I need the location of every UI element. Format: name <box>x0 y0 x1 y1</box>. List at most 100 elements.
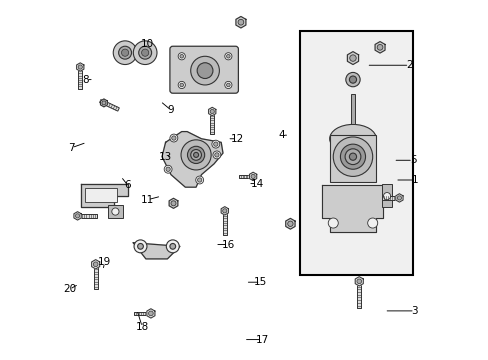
Text: 17: 17 <box>255 334 268 345</box>
Circle shape <box>190 56 219 85</box>
Circle shape <box>102 101 106 105</box>
Circle shape <box>148 311 153 316</box>
Text: 8: 8 <box>82 75 89 85</box>
Polygon shape <box>208 107 215 116</box>
Polygon shape <box>285 219 294 229</box>
Circle shape <box>119 46 131 59</box>
Circle shape <box>164 165 172 173</box>
Circle shape <box>250 174 255 179</box>
Bar <box>329 135 376 182</box>
Text: 9: 9 <box>167 105 174 115</box>
Circle shape <box>212 151 221 159</box>
Circle shape <box>190 149 201 160</box>
Circle shape <box>113 41 137 64</box>
Text: 16: 16 <box>221 239 235 249</box>
Circle shape <box>367 218 377 228</box>
Circle shape <box>238 19 244 25</box>
Text: 18: 18 <box>135 322 149 332</box>
Circle shape <box>224 53 231 60</box>
Polygon shape <box>346 51 358 64</box>
Text: 12: 12 <box>230 134 244 144</box>
Circle shape <box>214 153 219 157</box>
Circle shape <box>169 134 178 142</box>
Circle shape <box>226 54 230 58</box>
Polygon shape <box>169 198 178 208</box>
Bar <box>133 312 151 315</box>
Circle shape <box>142 49 148 56</box>
Circle shape <box>333 137 372 176</box>
Circle shape <box>213 142 218 146</box>
Circle shape <box>181 140 211 170</box>
Circle shape <box>133 41 157 64</box>
Text: 15: 15 <box>253 277 267 287</box>
Circle shape <box>345 72 360 87</box>
Circle shape <box>349 153 356 160</box>
Circle shape <box>222 209 226 213</box>
Circle shape <box>376 44 382 50</box>
Circle shape <box>197 178 202 182</box>
Circle shape <box>137 243 143 249</box>
Text: 13: 13 <box>159 152 172 162</box>
Circle shape <box>78 65 82 69</box>
Bar <box>223 211 226 235</box>
Circle shape <box>171 201 176 206</box>
Bar <box>94 264 98 289</box>
Circle shape <box>166 240 179 253</box>
Circle shape <box>224 81 231 89</box>
Circle shape <box>165 167 170 171</box>
Bar <box>239 175 253 178</box>
Circle shape <box>226 83 230 87</box>
Circle shape <box>193 152 198 157</box>
Polygon shape <box>81 184 128 207</box>
Polygon shape <box>101 99 107 107</box>
Circle shape <box>112 208 119 215</box>
Polygon shape <box>77 63 84 71</box>
Circle shape <box>397 196 401 200</box>
Polygon shape <box>249 172 256 181</box>
Bar <box>300 31 412 275</box>
Bar <box>381 184 392 207</box>
Polygon shape <box>236 17 245 28</box>
Circle shape <box>349 76 356 83</box>
Circle shape <box>169 243 175 249</box>
Circle shape <box>327 218 338 228</box>
Circle shape <box>178 53 185 60</box>
Text: 2: 2 <box>406 60 412 70</box>
Text: 11: 11 <box>141 195 154 205</box>
Polygon shape <box>395 194 402 202</box>
Circle shape <box>340 144 365 169</box>
Circle shape <box>349 55 355 61</box>
Text: 19: 19 <box>98 257 111 267</box>
Circle shape <box>197 63 212 78</box>
Text: 6: 6 <box>124 180 131 190</box>
Bar <box>357 281 361 308</box>
Text: 10: 10 <box>141 39 154 49</box>
Circle shape <box>93 262 98 267</box>
Polygon shape <box>74 212 81 220</box>
Polygon shape <box>133 243 180 259</box>
Circle shape <box>180 54 183 58</box>
Bar <box>382 196 399 200</box>
Text: 7: 7 <box>68 143 75 153</box>
Circle shape <box>345 149 360 165</box>
Bar <box>78 67 82 89</box>
Polygon shape <box>162 132 223 187</box>
Text: 1: 1 <box>411 175 417 185</box>
Polygon shape <box>91 260 100 269</box>
Bar <box>125 48 145 57</box>
Polygon shape <box>374 41 384 53</box>
Bar <box>108 205 122 218</box>
Text: 3: 3 <box>411 306 417 316</box>
Bar <box>78 214 97 218</box>
Text: 4: 4 <box>278 130 285 140</box>
Text: 14: 14 <box>250 179 263 189</box>
Circle shape <box>171 136 176 140</box>
Text: 20: 20 <box>63 284 76 294</box>
Polygon shape <box>221 207 228 215</box>
Circle shape <box>210 109 214 114</box>
Circle shape <box>180 83 183 87</box>
Circle shape <box>178 81 185 89</box>
Circle shape <box>211 140 219 148</box>
Circle shape <box>75 214 80 218</box>
Circle shape <box>356 279 361 284</box>
